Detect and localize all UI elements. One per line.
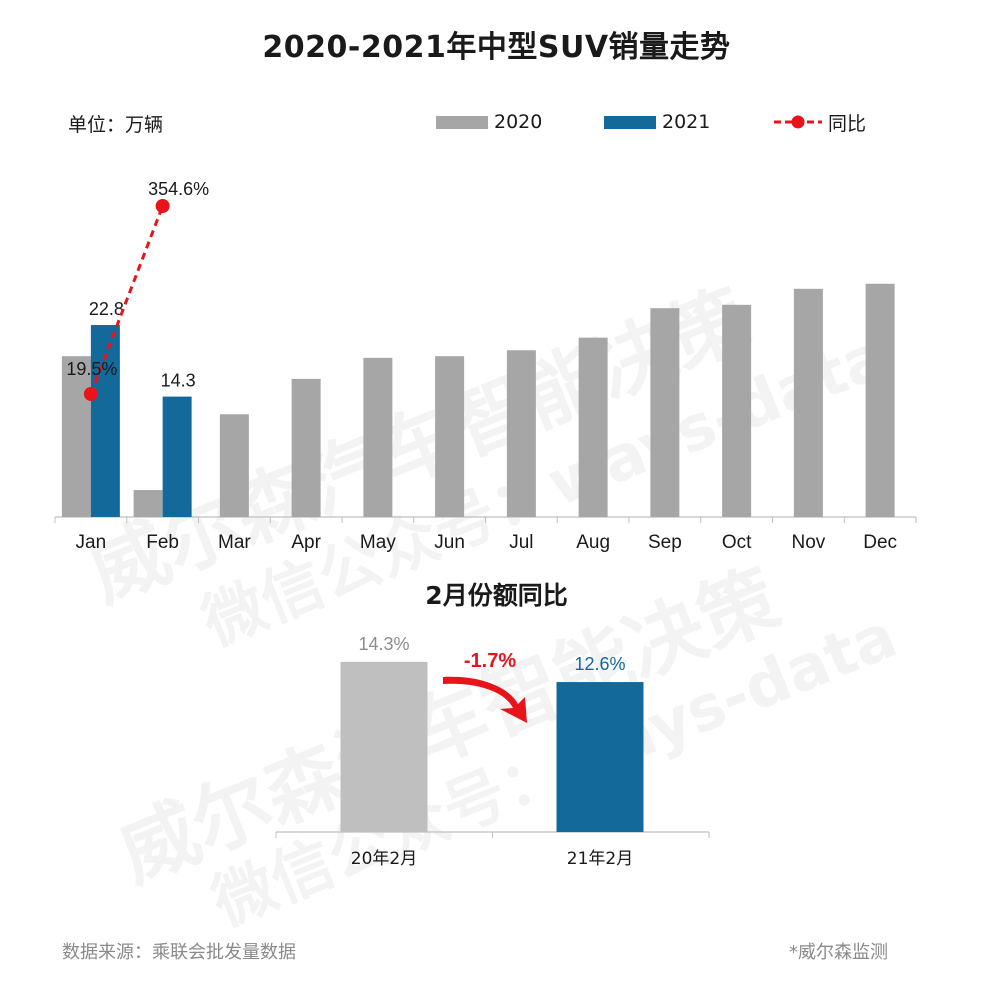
bar-2020-sep <box>650 308 680 517</box>
yoy-line <box>89 205 165 395</box>
source-note: 数据来源：乘联会批发量数据 <box>62 942 296 963</box>
share-label-0: 14.3% <box>358 634 409 654</box>
bar-2020-dec <box>865 283 895 517</box>
legend-item-2020: 2020 <box>436 108 542 136</box>
x-tick-label-aug: Aug <box>576 532 610 553</box>
x-tick-label-oct: Oct <box>722 532 752 553</box>
legend-item-yoy: 同比 <box>772 108 866 136</box>
x-tick-label-may: May <box>360 532 396 553</box>
bar-2021-feb <box>162 396 192 517</box>
legend-label-2021: 2021 <box>662 111 711 133</box>
bar-2020-nov <box>793 288 823 517</box>
bar-2020-aug <box>578 337 608 517</box>
x-tick-label-nov: Nov <box>791 532 825 553</box>
x-tick-label-mar: Mar <box>218 532 251 553</box>
share-bar-1 <box>556 682 644 832</box>
unit-label: 单位：万辆 <box>68 114 164 136</box>
bar-2020-may <box>363 357 393 517</box>
yoy-label-feb: 354.6% <box>148 179 209 199</box>
legend-swatch-yoy <box>774 115 822 129</box>
x-tick-label-apr: Apr <box>291 532 321 553</box>
share-category-1: 21年2月 <box>567 849 633 869</box>
legend-label-2020: 2020 <box>494 111 543 133</box>
main-chart: 22.8 Jan 14.3 Feb Mar Apr May Jun Jul Aug Sep Oct No… <box>54 179 917 553</box>
data-label-2021-feb: 14.3 <box>161 371 196 391</box>
x-tick-label-feb: Feb <box>146 532 179 553</box>
chart-title: 2020-2021年中型SUV销量走势 <box>262 30 731 65</box>
legend-swatch-2021 <box>604 115 656 129</box>
bar-2020-oct <box>722 304 752 517</box>
bar-2020-apr <box>291 378 321 517</box>
bar-2020-feb <box>133 490 163 517</box>
share-label-1: 12.6% <box>574 654 625 674</box>
legend-item-2021: 2021 <box>604 108 710 136</box>
bar-2020-mar <box>219 414 249 517</box>
x-tick-label-jun: Jun <box>434 532 465 553</box>
x-tick-label-jan: Jan <box>76 532 107 553</box>
data-label-2021-jan: 22.8 <box>89 299 124 319</box>
change-arrow <box>443 676 527 723</box>
share-category-0: 20年2月 <box>351 849 417 869</box>
x-tick-label-dec: Dec <box>863 532 897 553</box>
yoy-point-0 <box>83 387 98 401</box>
sub-chart-title: 2月份额同比 <box>425 581 568 610</box>
bar-2020-jan <box>61 356 91 517</box>
x-tick-label-sep: Sep <box>648 532 682 553</box>
change-label: -1.7% <box>464 650 516 672</box>
share-chart: 14.3% 20年2月 12.6% 21年2月 -1.7% <box>275 634 710 869</box>
monitor-note: *威尔森监测 <box>789 942 888 963</box>
share-bar-0 <box>340 661 428 832</box>
legend-label-yoy: 同比 <box>828 112 867 135</box>
bar-2020-jul <box>506 350 536 517</box>
x-tick-label-jul: Jul <box>509 532 533 553</box>
bar-2020-jun <box>435 356 465 517</box>
legend-swatch-2020 <box>436 115 488 129</box>
yoy-label-jan: 19.5% <box>66 359 117 379</box>
yoy-point-1 <box>155 199 170 213</box>
